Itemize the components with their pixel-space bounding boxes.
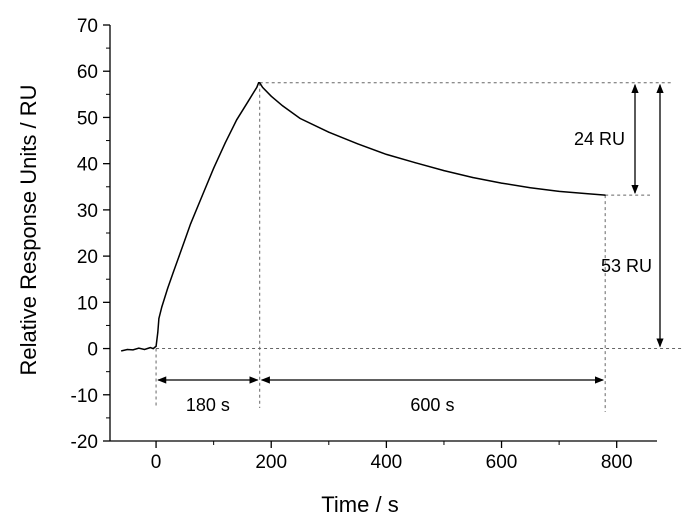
x-tick-label: 200 <box>255 452 287 473</box>
data-point <box>604 194 606 196</box>
data-point <box>158 317 160 320</box>
data-point <box>587 193 589 195</box>
data-point <box>224 142 226 144</box>
data-point <box>132 349 134 351</box>
data-point <box>161 306 163 308</box>
data-point <box>261 86 264 88</box>
data-point <box>558 190 560 192</box>
data-point <box>172 271 174 273</box>
tick-labels: -20 -10 0 10 20 30 40 50 60 70 0 200 400 600 800 <box>71 16 633 473</box>
y-tick-label: 60 <box>77 62 98 83</box>
data-point <box>472 176 474 179</box>
data-point <box>257 82 260 84</box>
data-point <box>166 287 169 290</box>
x-axis-title: Time / s <box>321 492 398 517</box>
data-point <box>152 347 154 350</box>
data-point <box>126 348 128 351</box>
data-point <box>143 348 146 351</box>
data-point <box>247 100 249 102</box>
data-point <box>201 195 203 197</box>
data-point <box>253 91 255 93</box>
x-tick-label: 0 <box>151 452 162 473</box>
time-span-label: 600 s <box>410 395 454 415</box>
x-tick-label: 800 <box>601 452 633 473</box>
y-axis-title: Relative Response Units / RU <box>16 84 41 375</box>
data-point <box>138 347 140 349</box>
y-tick-label: 10 <box>77 293 98 314</box>
data-point <box>282 105 284 107</box>
data-point <box>356 143 359 145</box>
data-point <box>155 345 157 347</box>
total-response-label: 53 RU <box>601 256 652 276</box>
data-point <box>157 331 159 333</box>
data-point <box>256 86 258 88</box>
data-point <box>178 255 180 257</box>
data-point <box>529 187 531 189</box>
data-point <box>385 153 387 156</box>
y-tick-label: 30 <box>77 201 98 222</box>
y-tick-label: 40 <box>77 155 98 176</box>
annotations: 180 s 600 s 24 RU 53 RU <box>157 83 664 415</box>
data-point <box>184 239 186 241</box>
y-tick-label: 20 <box>77 247 98 268</box>
data-point <box>443 170 445 172</box>
data-point <box>270 95 272 97</box>
data-point <box>213 167 215 169</box>
data-point <box>149 347 151 349</box>
time-span-label: 180 s <box>186 395 230 415</box>
data-point <box>328 131 330 133</box>
series-line <box>121 82 606 352</box>
data-point <box>236 119 238 121</box>
data-point <box>259 82 261 84</box>
response-span-label: 24 RU <box>574 129 625 149</box>
x-tick-label: 600 <box>486 452 518 473</box>
data-point <box>500 182 503 184</box>
data-point <box>414 162 416 164</box>
y-tick-label: 50 <box>77 108 98 129</box>
y-tick-label: 70 <box>77 16 98 37</box>
data-point <box>120 350 123 352</box>
data-point <box>190 223 192 225</box>
y-tick-label: 0 <box>87 340 98 361</box>
series-group <box>120 82 606 352</box>
y-tick-label: -10 <box>71 386 98 407</box>
data-point <box>299 117 301 119</box>
axes <box>103 24 657 448</box>
guide-lines <box>155 82 684 412</box>
x-tick-label: 400 <box>371 452 403 473</box>
y-tick-label: -20 <box>71 432 98 453</box>
